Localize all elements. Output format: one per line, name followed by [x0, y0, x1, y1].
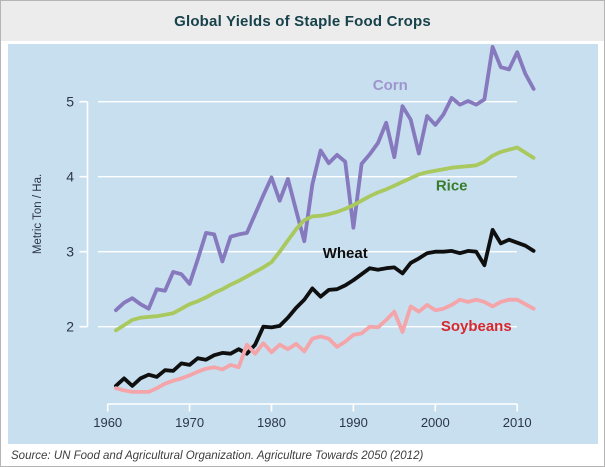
source-bar: Source: UN Food and Agricultural Organiz…: [1, 444, 604, 466]
series-line-rice: [114, 145, 536, 333]
series-line-corn: [114, 45, 536, 313]
y-tick-label: 5: [66, 94, 74, 110]
series-label-rice: Rice: [436, 178, 468, 195]
chart-plot-area: 2 3 4 5 Metric Ton / Ha. 1960 1970 1980 1990 2000…: [8, 44, 598, 444]
chart-canvas: 2 3 4 5 Metric Ton / Ha. 1960 1970 1980 1990 2000…: [32, 45, 536, 430]
source-note: Source: UN Food and Agricultural Organiz…: [11, 449, 424, 462]
page-title: Global Yields of Staple Food Crops: [174, 12, 431, 30]
y-tick-label: 2: [66, 319, 74, 335]
title-bar: Global Yields of Staple Food Crops: [1, 1, 604, 41]
x-tick-label: 1980: [257, 415, 286, 430]
x-tick-label: 1990: [339, 415, 368, 430]
series-line-wheat: [114, 227, 536, 388]
x-tick-label: 2000: [421, 415, 450, 430]
series-label-wheat: Wheat: [323, 245, 368, 262]
series-label-soybeans: Soybeans: [441, 318, 512, 335]
x-tick-label: 1960: [93, 415, 122, 430]
x-tick-label: 1970: [175, 415, 204, 430]
series-label-corn: Corn: [373, 77, 408, 94]
series-line-soybeans: [114, 297, 536, 394]
y-tick-label: 3: [66, 244, 74, 260]
y-tick-label: 4: [66, 169, 74, 185]
y-axis-title: Metric Ton / Ha.: [32, 174, 44, 254]
x-tick-label: 2010: [503, 415, 532, 430]
